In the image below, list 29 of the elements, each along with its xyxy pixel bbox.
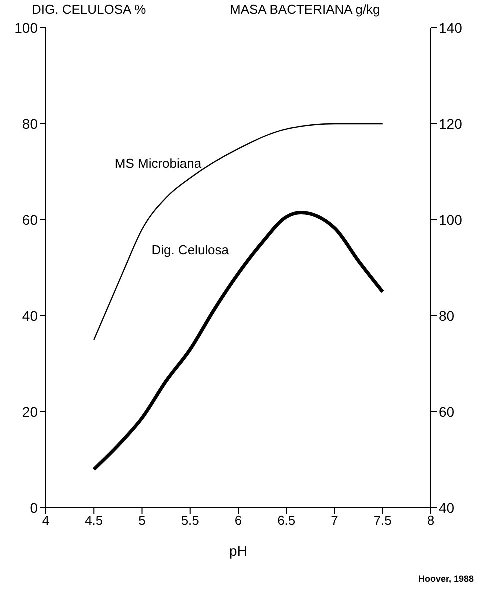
x-tick-label: 6 xyxy=(234,513,242,528)
x-tick-label: 8 xyxy=(427,513,435,528)
y2-tick-label: 100 xyxy=(439,212,463,228)
x-tick-label: 5 xyxy=(138,513,146,528)
x-tick-label: 7 xyxy=(331,513,338,528)
y2-tick-label: 140 xyxy=(439,20,463,36)
x-axis-title: pH xyxy=(230,543,248,559)
y-tick-label: 0 xyxy=(30,500,38,516)
series-label: Dig. Celulosa xyxy=(152,242,230,258)
y-tick-label: 80 xyxy=(22,116,38,132)
y-axis-title: DIG. CELULOSA % xyxy=(32,2,146,17)
y2-tick-label: 80 xyxy=(439,308,455,324)
line-series xyxy=(92,211,385,472)
y-tick-label: 100 xyxy=(14,20,38,36)
y-tick-label: 20 xyxy=(22,404,38,420)
y-tick-label: 40 xyxy=(22,308,38,324)
line-series xyxy=(94,123,384,341)
x-tick-label: 4 xyxy=(42,513,50,528)
series-label: MS Microbiana xyxy=(114,156,202,171)
y2-tick-label: 40 xyxy=(439,500,455,516)
x-tick-label: 4.5 xyxy=(85,513,104,528)
y-tick-label: 60 xyxy=(22,212,38,228)
y2-axis-title: MASA BACTERIANA g/kg xyxy=(230,2,380,17)
x-tick-label: 7.5 xyxy=(374,513,392,528)
text: Hoover, 1988 xyxy=(418,574,474,584)
y2-tick-label: 60 xyxy=(439,404,455,420)
x-tick-label: 6.5 xyxy=(278,513,296,528)
x-tick-label: 5.5 xyxy=(181,513,200,528)
y2-tick-label: 120 xyxy=(439,116,463,132)
